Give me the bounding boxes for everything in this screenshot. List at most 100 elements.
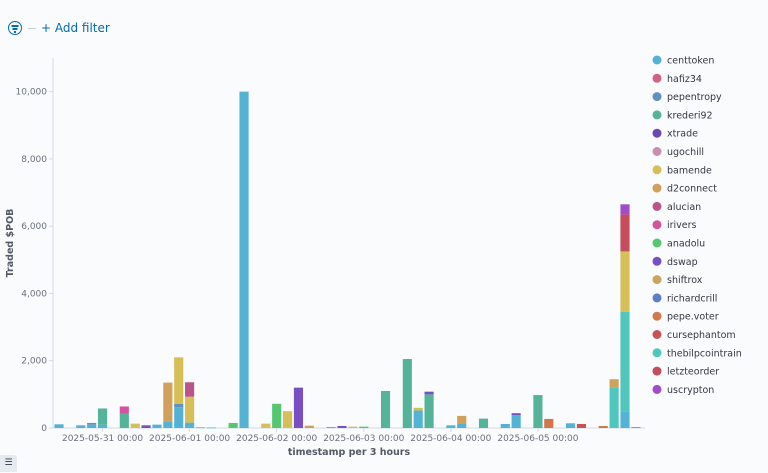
bar-segment-dswap[interactable] [424, 391, 434, 395]
bar-segment-bamende[interactable] [620, 251, 630, 312]
bar-segment-bamende[interactable] [130, 423, 140, 428]
bar-segment-centtoken[interactable] [195, 427, 206, 429]
bar-segment-centtoken[interactable] [413, 410, 423, 428]
bar-segment-centtoken[interactable] [239, 91, 249, 429]
legend-label: letzteorder [667, 367, 719, 378]
bar-segment-pepe-voter[interactable] [598, 425, 608, 428]
list-toggle-button[interactable]: ☰ [0, 455, 17, 472]
bar-segment-pepe-voter[interactable] [544, 418, 554, 428]
legend-item-uscrypton[interactable]: uscrypton [652, 384, 715, 396]
bar-segment-alucian[interactable] [185, 382, 195, 397]
bar-segment-pepentropy[interactable] [87, 422, 97, 425]
legend-item-pepe-voter[interactable]: pepe.voter [652, 311, 719, 323]
legend-item-hafiz34[interactable]: hafiz34 [652, 73, 702, 85]
bar-segment-centtoken[interactable] [457, 423, 467, 428]
bar-segment-dswap[interactable] [337, 425, 347, 428]
legend-item-irivers[interactable]: irivers [652, 220, 697, 231]
bar-segment-letzteorder[interactable] [620, 214, 630, 252]
legend-item-dswap[interactable]: dswap [652, 256, 698, 268]
legend-item-centtoken[interactable]: centtoken [652, 55, 715, 67]
bar-segment-d2connect[interactable] [304, 425, 314, 428]
bar-segment-bamende[interactable] [348, 426, 358, 428]
bar-segment-centtoken[interactable] [76, 425, 86, 428]
filter-icon[interactable] [8, 21, 22, 35]
bar-segment-d2connect[interactable] [457, 415, 467, 424]
bar-segment-krederi92[interactable] [424, 394, 434, 428]
legend-swatch [652, 238, 662, 248]
add-filter-button[interactable]: + Add filter [41, 21, 110, 35]
bar-segment-krederi92[interactable] [380, 391, 391, 428]
bar-segment-centtoken[interactable] [566, 423, 576, 428]
legend-swatch [652, 55, 662, 65]
bar-segment-bamende[interactable] [261, 423, 271, 428]
legend-item-d2connect[interactable]: d2connect [652, 183, 718, 195]
bar-segment-krederi92[interactable] [478, 418, 489, 428]
bar-segment-centtoken[interactable] [326, 426, 336, 428]
legend-label: shiftrox [667, 275, 703, 286]
x-tick-label: 2025-06-02 00:00 [236, 434, 317, 444]
bar-segment-centtoken[interactable] [620, 411, 630, 428]
x-tick-label: 2025-06-04 00:00 [410, 434, 491, 444]
bar-segment-dswap[interactable] [293, 387, 304, 428]
bar-segment-centtoken[interactable] [152, 424, 162, 428]
legend-item-anadolu[interactable]: anadolu [652, 238, 706, 250]
bar-segment-centtoken[interactable] [87, 424, 97, 428]
bar-segment-krederi92[interactable] [533, 395, 543, 428]
bar-segment-d2connect[interactable] [609, 379, 619, 388]
bar-segment-dswap[interactable] [511, 413, 521, 416]
bar-segment-centtoken[interactable] [631, 426, 641, 428]
legend-item-alucian[interactable]: alucian [652, 201, 702, 213]
bar-segment-bamende[interactable] [413, 407, 423, 411]
bar-segment-thebilpcointrain[interactable] [620, 311, 630, 412]
legend-item-ugochill[interactable]: ugochill [652, 147, 705, 158]
legend-item-pepentropy[interactable]: pepentropy [652, 92, 723, 103]
legend-item-bamende[interactable]: bamende [652, 165, 713, 176]
legend-item-thebilpcointrain[interactable]: thebilpcointrain [652, 348, 742, 359]
legend-label: pepentropy [667, 92, 722, 103]
legend-swatch [652, 165, 662, 175]
bar-segment-anadolu[interactable] [228, 422, 238, 428]
legend-item-xtrade[interactable]: xtrade [652, 128, 699, 140]
y-tick-label: 2,000 [21, 357, 47, 367]
legend-swatch [652, 330, 662, 339]
bar-segment-centtoken[interactable] [174, 407, 184, 428]
bar-segment-bamende[interactable] [174, 357, 184, 404]
legend-swatch [652, 73, 662, 83]
legend-item-cursephantom[interactable]: cursephantom [652, 330, 736, 341]
bar-segment-anadolu[interactable] [272, 403, 282, 428]
bar-segment-centtoken[interactable] [511, 415, 521, 428]
bar-segment-krederi92[interactable] [119, 413, 129, 428]
legend-swatch [652, 128, 662, 138]
bar-segment-thebilpcointrain[interactable] [609, 387, 619, 428]
legend-swatch [652, 366, 662, 376]
bar-segment-dswap[interactable] [141, 425, 151, 428]
bar-segment-bamende[interactable] [185, 396, 195, 423]
bar-segment-krederi92[interactable] [402, 359, 412, 428]
bar-segment-anadolu[interactable] [359, 426, 369, 428]
bar-segment-centtoken[interactable] [163, 421, 173, 428]
x-tick-label: 2025-06-05 00:00 [497, 434, 578, 444]
bar-segment-centtoken[interactable] [54, 424, 64, 428]
legend-swatch [652, 293, 662, 303]
bar-segment-d2connect[interactable] [163, 382, 173, 422]
bar-segment-centtoken[interactable] [185, 422, 195, 428]
legend-swatch [652, 147, 662, 156]
bar-segment-krederi92[interactable] [97, 408, 108, 425]
bar-segment-bamende[interactable] [283, 411, 293, 428]
legend-item-krederi92[interactable]: krederi92 [652, 110, 713, 121]
legend-item-shiftrox[interactable]: shiftrox [652, 275, 703, 286]
bar-segment-uscrypton[interactable] [620, 204, 630, 215]
bar-segment-centtoken[interactable] [446, 425, 456, 428]
bar-segment-irivers[interactable] [119, 406, 129, 414]
legend-item-richardcrill[interactable]: richardcrill [652, 293, 718, 304]
bar-segment-pepentropy[interactable] [174, 403, 184, 408]
bar-segment-centtoken[interactable] [97, 424, 108, 428]
y-tick-label: 10,000 [16, 88, 48, 98]
x-tick-label: 2025-06-01 00:00 [149, 434, 230, 444]
legend-item-letzteorder[interactable]: letzteorder [652, 366, 720, 378]
bar-segment-cursephantom[interactable] [576, 423, 587, 428]
x-axis: 2025-05-31 00:00 2025-06-01 00:00 2025-06-… [53, 427, 645, 444]
bar-segment-centtoken[interactable] [206, 427, 216, 429]
bar-segment-centtoken[interactable] [500, 423, 510, 428]
